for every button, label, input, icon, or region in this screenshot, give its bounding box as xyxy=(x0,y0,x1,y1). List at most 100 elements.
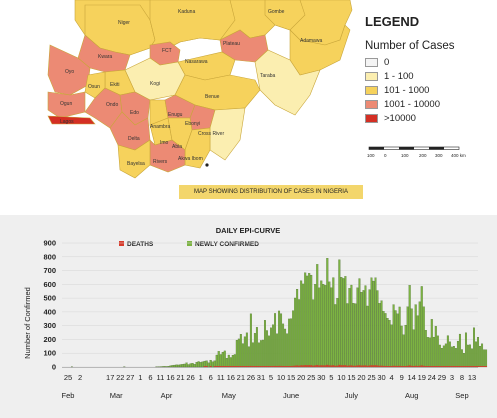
bar-confirmed xyxy=(467,344,469,368)
bar-confirmed xyxy=(179,364,182,368)
bar-confirmed xyxy=(348,288,351,368)
x-tick-label: 31 xyxy=(257,373,265,382)
bar-confirmed xyxy=(336,298,339,368)
bar-confirmed xyxy=(414,304,417,368)
bar-confirmed xyxy=(171,365,174,368)
bar-death xyxy=(461,366,463,367)
bar-confirmed xyxy=(322,284,325,368)
legend-confirmed-label: NEWLY CONFIRMED xyxy=(195,241,259,248)
state-label-oyo: Oyo xyxy=(65,69,74,75)
bar-confirmed xyxy=(207,362,210,368)
state-label-adamawa: Adamawa xyxy=(300,38,322,44)
y-axis-ticks: 900 800 700 600 500 400 300 200 100 0 xyxy=(43,239,56,372)
bar-confirmed xyxy=(302,283,305,368)
y-axis-label: Number of Confirmed xyxy=(23,287,32,359)
x-tick-label: 26 xyxy=(247,373,255,382)
bar-death xyxy=(485,366,487,367)
bar-confirmed xyxy=(434,326,437,368)
bar-death xyxy=(274,365,276,367)
bar-death xyxy=(280,365,282,367)
bar-confirmed xyxy=(177,364,180,368)
state-kaduna xyxy=(149,0,236,51)
bar-confirmed xyxy=(199,362,202,368)
bar-death xyxy=(374,365,377,367)
x-tick-label: 25 xyxy=(307,373,315,382)
bar-death xyxy=(296,365,298,367)
bar-death xyxy=(322,365,325,367)
bar-confirmed xyxy=(483,349,486,368)
bar-confirmed xyxy=(366,305,369,368)
bar-confirmed xyxy=(473,327,475,368)
state-label-edo: Edo xyxy=(130,110,139,116)
state-label-rivers: Rivers xyxy=(153,159,168,165)
x-month-label: Feb xyxy=(62,391,75,400)
legend-swatch xyxy=(365,86,378,95)
bar-confirmed xyxy=(358,278,361,368)
bar-death xyxy=(418,365,421,367)
bar-confirmed xyxy=(270,327,272,368)
bar-confirmed xyxy=(274,313,277,368)
bar-confirmed xyxy=(370,277,373,368)
bar-death xyxy=(246,366,248,367)
bar-confirmed xyxy=(175,364,178,368)
bar-confirmed xyxy=(195,362,198,368)
bar-confirmed xyxy=(410,308,413,368)
state-label-anambra: Anambra xyxy=(150,124,171,130)
bar-confirmed xyxy=(280,313,283,368)
bar-confirmed xyxy=(424,330,427,368)
bar-death xyxy=(244,366,246,367)
bar-death xyxy=(252,366,254,367)
bar-confirmed xyxy=(284,328,287,368)
bar-death xyxy=(370,365,373,367)
y-tick-label: 100 xyxy=(43,349,56,358)
bar-death xyxy=(348,365,351,367)
bar-death xyxy=(354,365,357,367)
bar-confirmed xyxy=(432,336,435,368)
bar-death xyxy=(352,365,355,367)
bar-death xyxy=(308,365,311,367)
x-tick-label: 15 xyxy=(287,373,295,382)
bar-confirmed xyxy=(456,340,459,368)
bar-confirmed xyxy=(183,363,186,368)
state-label-bayelsa: Bayelsa xyxy=(127,161,145,167)
bar-confirmed xyxy=(469,344,471,368)
bar-confirmed xyxy=(181,364,184,368)
bar-death xyxy=(314,365,317,367)
bar-death xyxy=(416,365,419,367)
bar-confirmed xyxy=(324,285,327,368)
bar-confirmed xyxy=(485,349,488,368)
bar-confirmed xyxy=(161,366,164,368)
bar-confirmed xyxy=(390,324,393,368)
y-tick-label: 700 xyxy=(43,266,56,275)
bar-confirmed xyxy=(479,346,482,368)
bar-death xyxy=(284,366,286,367)
x-tick-label: 10 xyxy=(337,373,345,382)
bar-death xyxy=(344,365,347,367)
bar-confirmed xyxy=(225,358,228,368)
bar-death xyxy=(364,365,367,367)
x-tick-label: 27 xyxy=(126,373,134,382)
state-label-osun: Osun xyxy=(88,84,100,90)
bar-death xyxy=(237,366,240,367)
bar-confirmed xyxy=(328,281,331,368)
bar-death xyxy=(205,366,208,367)
bar-death xyxy=(481,366,483,367)
bar-death xyxy=(223,366,226,367)
bar-death xyxy=(455,366,457,367)
bar-confirmed xyxy=(475,341,477,368)
bar-death xyxy=(340,365,343,367)
bar-death xyxy=(398,365,401,367)
bar-confirmed xyxy=(330,287,333,368)
bar-death xyxy=(376,365,379,367)
bar-death xyxy=(408,365,411,367)
bar-death xyxy=(290,366,292,367)
x-tick-label: 21 xyxy=(237,373,245,382)
bar-confirmed xyxy=(454,348,457,368)
bar-confirmed xyxy=(408,285,411,368)
x-tick-label: 2 xyxy=(78,373,82,382)
bar-death xyxy=(209,366,212,367)
bar-confirmed xyxy=(406,306,409,368)
bar-confirmed xyxy=(398,306,401,368)
bar-confirmed xyxy=(266,330,268,368)
bar-confirmed xyxy=(422,306,425,368)
